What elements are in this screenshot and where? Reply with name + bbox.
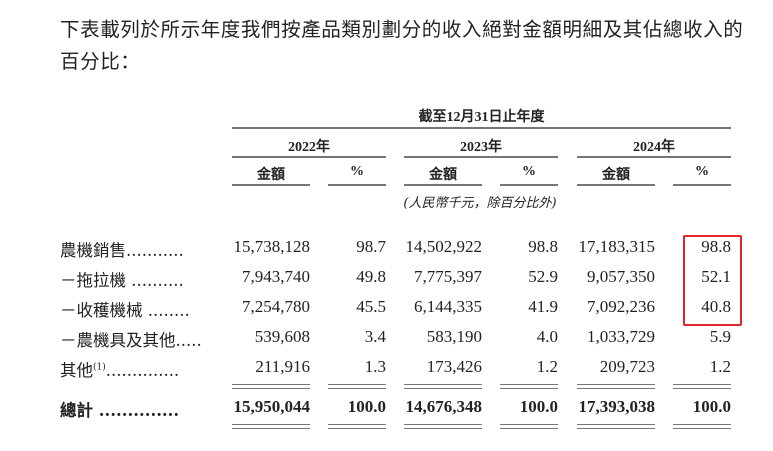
divider: [232, 184, 310, 186]
pct-cell: 4.0: [536, 327, 558, 346]
amount-header: 金額: [429, 168, 457, 183]
amount-cell: 211,916: [255, 357, 310, 376]
row-label: －農機具及其他.....: [60, 331, 202, 350]
amount-cell: 1,033,729: [587, 327, 655, 346]
pct-header: %: [350, 164, 364, 179]
divider: [328, 184, 386, 186]
amount-cell: 7,943,740: [242, 267, 310, 286]
amount-cell: 539,608: [254, 327, 310, 346]
amount-cell: 15,738,128: [233, 237, 311, 256]
amount-cell: 17,183,315: [578, 237, 656, 256]
row-label: －拖拉機 ..........: [60, 271, 184, 290]
divider: [577, 184, 655, 186]
divider: [673, 184, 731, 186]
divider: [404, 184, 482, 186]
divider: [232, 156, 386, 158]
amount-cell: 7,254,780: [242, 297, 310, 316]
row-label: －收穫機械 ........: [60, 301, 190, 320]
year-header: 2022年: [288, 140, 330, 155]
divider: [404, 156, 558, 158]
row-label: 農機銷售...........: [60, 241, 184, 260]
pct-cell: 41.9: [528, 297, 558, 316]
year-header: 2023年: [460, 140, 502, 155]
amount-cell: 15,950,044: [233, 397, 311, 416]
pct-cell: 98.8: [528, 237, 558, 256]
pct-header: %: [522, 164, 536, 179]
total-rule: [577, 424, 655, 429]
amount-cell: 14,502,922: [405, 237, 483, 256]
pct-cell: 100.0: [692, 397, 731, 416]
amount-header: 金額: [257, 168, 285, 183]
highlight-box: [683, 235, 742, 326]
amount-cell: 17,393,038: [578, 397, 656, 416]
pct-cell: 52.9: [528, 267, 558, 286]
pct-cell: 98.8: [701, 237, 731, 256]
pct-cell: 1.2: [536, 357, 558, 376]
pct-cell: 49.8: [356, 267, 386, 286]
subtotal-rule: [673, 384, 731, 389]
pct-cell: 40.8: [701, 297, 731, 316]
subtotal-rule: [500, 384, 558, 389]
subtotal-rule: [404, 384, 482, 389]
pct-cell: 5.9: [709, 327, 731, 346]
amount-cell: 9,057,350: [587, 267, 655, 286]
amount-header: 金額: [602, 168, 630, 183]
amount-cell: 173,426: [426, 357, 482, 376]
pct-header: %: [695, 164, 709, 179]
total-rule: [404, 424, 482, 429]
pct-cell: 100.0: [347, 397, 386, 416]
subtotal-rule: [328, 384, 386, 389]
pct-cell: 100.0: [519, 397, 558, 416]
divider: [232, 127, 731, 129]
intro-text: 下表載列於所示年度我們按產品類別劃分的收入絕對金額明細及其佔總收入的百分比：: [60, 18, 744, 73]
unit-note: (人民幣千元，除百分比外): [403, 196, 557, 211]
total-rule: [232, 424, 310, 429]
divider: [500, 184, 558, 186]
pct-cell: 45.5: [356, 297, 386, 316]
amount-cell: 7,092,236: [587, 297, 655, 316]
total-rule: [500, 424, 558, 429]
amount-cell: 6,144,335: [414, 297, 482, 316]
year-header: 2024年: [633, 140, 675, 155]
row-label: 其他(1)..............: [60, 361, 180, 380]
pct-cell: 1.2: [709, 357, 731, 376]
amount-cell: 14,676,348: [405, 397, 483, 416]
divider: [577, 156, 731, 158]
amount-cell: 583,190: [426, 327, 482, 346]
pct-cell: 98.7: [356, 237, 386, 256]
pct-cell: 52.1: [701, 267, 731, 286]
total-rule: [328, 424, 386, 429]
subtotal-rule: [577, 384, 655, 389]
total-rule: [673, 424, 731, 429]
pct-cell: 3.4: [364, 327, 386, 346]
period-header: 截至12月31日止年度: [418, 110, 545, 125]
amount-cell: 7,775,397: [414, 267, 482, 286]
row-label: 總計 ..............: [60, 401, 180, 420]
subtotal-rule: [232, 384, 310, 389]
pct-cell: 1.3: [364, 357, 386, 376]
amount-cell: 209,723: [599, 357, 655, 376]
